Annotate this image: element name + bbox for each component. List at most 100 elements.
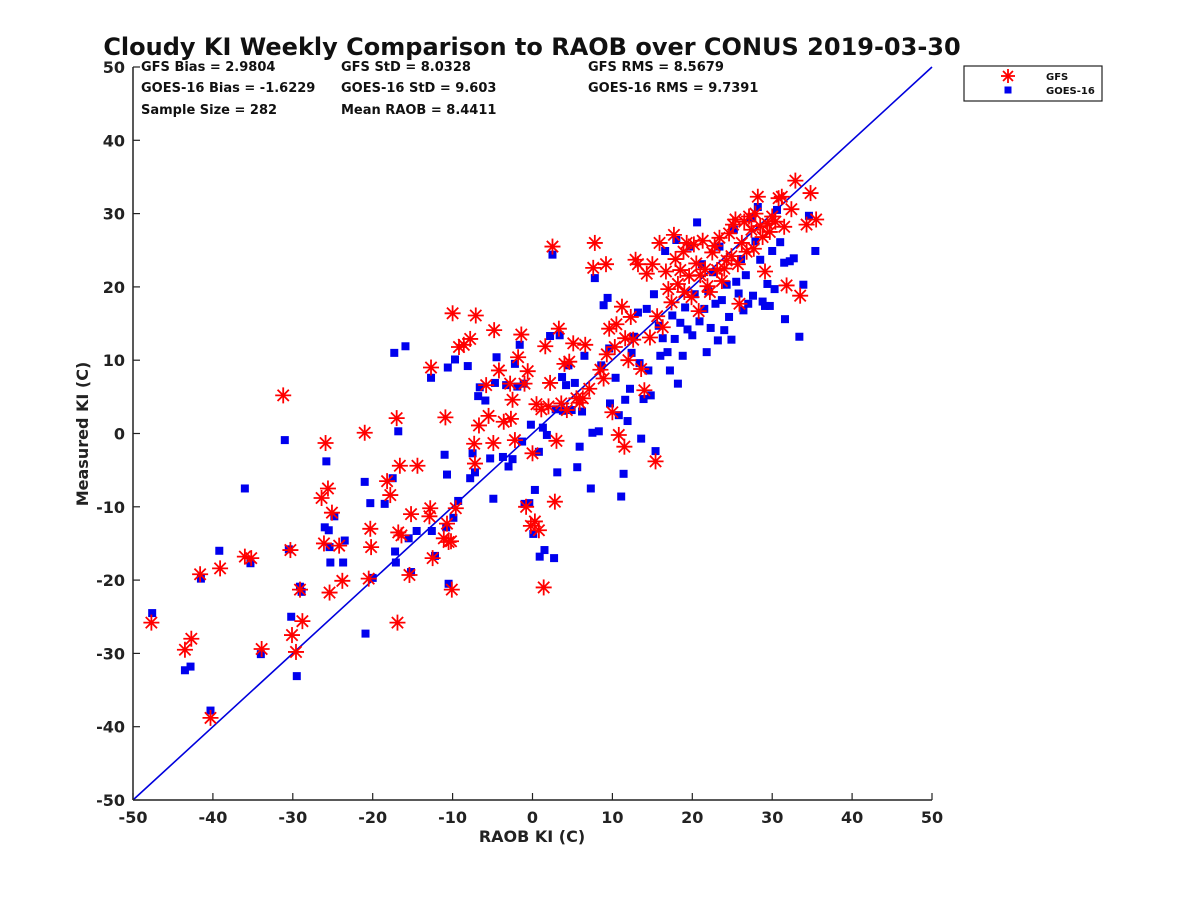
goes16-point [551,405,560,414]
gfs-point [470,417,487,434]
gfs-point [787,172,804,189]
x-tick-label: -10 [438,808,467,827]
goes16-point [780,315,789,324]
goes16-point [475,383,484,392]
goes16-point [558,373,567,382]
goes16-point [326,558,335,567]
gfs-point [633,360,650,377]
goes16-point [515,340,524,349]
x-tick-label: -20 [358,808,387,827]
gfs-point [731,295,748,312]
goes16-point [594,427,603,436]
x-axis-label: RAOB KI (C) [479,827,585,846]
goes16-point [538,423,547,432]
goes16-point [454,496,463,505]
goes16-point [668,311,677,320]
goes16-point [688,331,697,340]
legend-label: GFS [1046,72,1068,83]
goes16-point [651,447,660,456]
goes16-point [470,468,479,477]
gfs-point [334,572,351,589]
gfs-point [773,188,790,205]
y-tick-label: -50 [96,791,125,810]
gfs-point [665,226,682,243]
goes16-point [795,332,804,341]
gfs-point [513,326,530,343]
gfs-point [466,435,483,452]
gfs-point [401,566,418,583]
gfs-point [462,330,479,347]
gfs-point [651,234,668,251]
x-tick-label: -30 [278,808,307,827]
goes16-point [673,379,682,388]
goes16-point [394,427,403,436]
gfs-point [733,234,750,251]
goes16-point [449,513,458,522]
gfs-point [363,539,380,556]
goes16-point [502,381,511,390]
goes16-point [550,554,559,563]
goes16-point [468,449,477,458]
goes16-point [562,381,571,390]
goes16-point [741,271,750,280]
gfs-point [437,409,454,426]
gfs-point [798,216,815,233]
gfs-point [510,349,527,366]
gfs-point [625,331,642,348]
gfs-point [439,515,456,532]
goes16-point [513,382,522,391]
goes16-point [637,434,646,443]
goes16-point [339,558,348,567]
stat-text: Sample Size = 282 [141,103,277,118]
gfs-point [202,709,219,726]
stat-text: GFS StD = 8.0328 [341,60,471,75]
gfs-point [747,205,764,222]
goes16-point [504,462,513,471]
gfs-point [466,455,483,472]
goes16-point [590,274,599,283]
gfs-point [683,289,700,306]
gfs-point [565,335,582,352]
identity-line [132,66,933,801]
goes16-point [388,474,397,483]
gfs-point [284,627,301,644]
goes16-point [443,363,452,372]
goes16-point [526,420,535,429]
goes16-point [665,366,674,375]
goes16-point [625,384,634,393]
gfs-point [379,473,396,490]
legend-box [963,65,1103,102]
y-tick-label: -40 [96,718,125,737]
goes16-point [693,218,702,227]
gfs-point [752,218,769,235]
statistics-box: GFS Bias = 2.9804 GFS StD = 8.0328 GFS RMS… [141,60,758,118]
goes16-point [553,468,562,477]
gfs-point [356,424,373,441]
gfs-point [423,359,440,376]
goes16-point [639,395,648,404]
goes16-point [490,378,499,387]
goes16-point [663,348,672,357]
goes16-point [658,334,667,343]
goes16-point [391,558,400,567]
gfs-point [480,407,497,424]
gfs-point [546,493,563,510]
gfs-point [486,322,503,339]
gfs-point [548,432,565,449]
y-tick-label: 50 [103,58,125,77]
axis-ticks: -50 -40 -30 -20 -10 0 10 20 30 40 50 -50 -40 -30 -20 -1… [96,58,943,827]
gfs-point [757,263,774,280]
gfs-point [516,375,533,392]
goes16-point [627,348,636,357]
gfs-point [729,256,746,273]
gfs-point [542,374,559,391]
goes16-point [763,279,772,288]
goes16-point [492,353,501,362]
gfs-point [808,211,825,228]
goes16-point [619,469,628,478]
goes16-point [534,447,543,456]
gfs-point [657,263,674,280]
gfs-point [331,537,348,554]
goes16-point [621,395,630,404]
y-axis-label: Measured KI (C) [73,362,92,507]
